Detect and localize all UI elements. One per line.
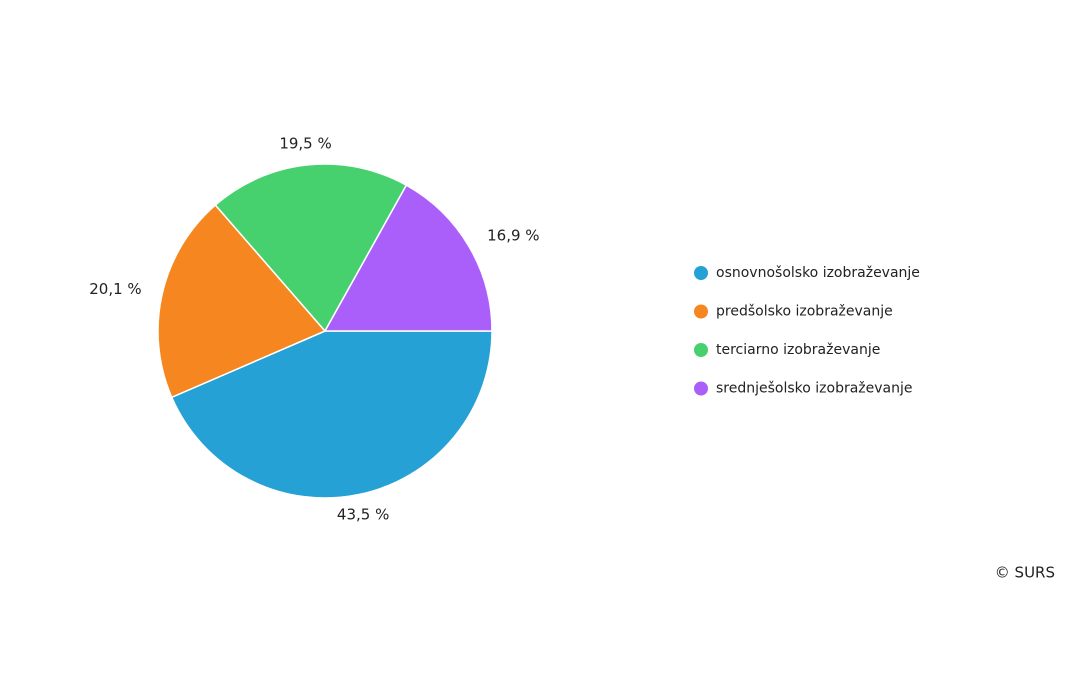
legend-label: osnovnošolsko izobraževanje — [716, 265, 920, 281]
legend-marker — [694, 381, 708, 396]
legend-marker — [694, 343, 708, 357]
legend-label: predšolsko izobraževanje — [716, 304, 893, 320]
data-label: 20,1 % — [89, 280, 141, 298]
data-label: 19,5 % — [279, 135, 331, 153]
data-label: 43,5 % — [337, 506, 389, 524]
legend-label: srednješolsko izobraževanje — [716, 381, 913, 397]
pie-slice — [157, 203, 327, 399]
pie-slice — [323, 184, 493, 332]
data-label: 16,9 % — [487, 226, 539, 244]
pie-slice — [170, 330, 493, 499]
legend-marker — [694, 266, 708, 280]
legend-marker — [694, 304, 708, 319]
credit: © SURS — [995, 564, 1055, 582]
pie-slice — [214, 163, 408, 333]
legend-label: terciarno izobraževanje — [716, 342, 880, 358]
